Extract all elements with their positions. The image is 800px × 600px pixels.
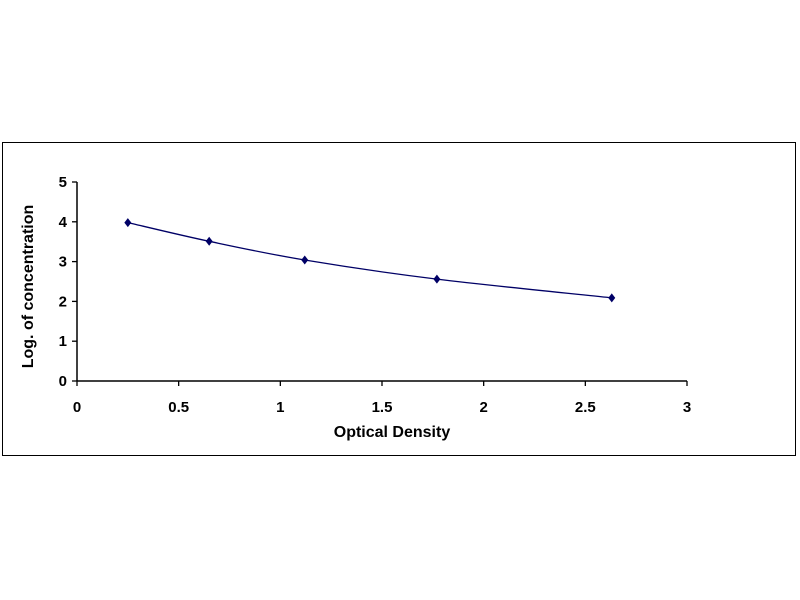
data-point	[124, 218, 132, 228]
data-point	[433, 274, 441, 284]
x-tick-label: 3	[683, 399, 691, 416]
axis-ticks: 0 0.5 1 1.5 2 2.5 3 0 1 2 3 4 5	[59, 174, 692, 416]
y-tick-label: 4	[59, 214, 68, 231]
x-tick-label: 0.5	[168, 399, 189, 416]
x-tick-label: 1.5	[372, 399, 393, 416]
chart-frame: 0 0.5 1 1.5 2 2.5 3 0 1 2 3 4 5 Optical Density Log.…	[2, 142, 796, 456]
x-tick-label: 0	[73, 399, 81, 416]
y-tick-label: 5	[59, 174, 67, 191]
x-tick-label: 2.5	[575, 399, 596, 416]
y-tick-label: 1	[59, 333, 67, 350]
y-tick-label: 3	[59, 254, 67, 271]
data-points	[124, 218, 616, 303]
x-tick-label: 2	[479, 399, 487, 416]
axes	[76, 182, 687, 382]
y-tick-label: 2	[59, 293, 67, 310]
plot-area: 0 0.5 1 1.5 2 2.5 3 0 1 2 3 4 5 Optical Density Log.…	[20, 174, 692, 441]
data-point	[205, 236, 213, 246]
data-point	[608, 293, 616, 303]
y-axis-title: Log. of concentration	[20, 205, 37, 369]
data-point	[301, 255, 309, 265]
x-tick-label: 1	[276, 399, 284, 416]
y-tick-label: 0	[59, 373, 67, 390]
x-axis-title: Optical Density	[334, 424, 451, 441]
fit-curve	[127, 221, 612, 299]
